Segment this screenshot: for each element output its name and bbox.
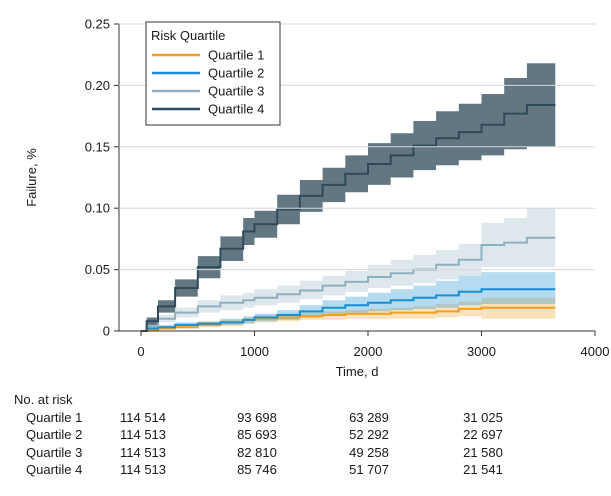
risk-value: 85 746 — [237, 462, 277, 477]
legend: Risk Quartile Quartile 1 Quartile 2 Quartil… — [145, 21, 281, 126]
x-tick-label: 1000 — [240, 344, 269, 359]
risk-row-label: Quartile 1 — [26, 409, 83, 425]
risk-value: 114 513 — [119, 444, 167, 460]
risk-value: 21 541 — [463, 462, 503, 477]
ci-band-2 — [141, 272, 556, 331]
failure-curve-chart: 0 0.05 0.10 0.15 0.20 0.25 0 1000 2000 3000 4000 Ti… — [24, 17, 610, 380]
series-lines — [141, 104, 556, 332]
risk-table-title: No. at risk — [14, 392, 73, 407]
risk-value: 114 513 — [119, 462, 167, 477]
ci-band-4 — [141, 63, 556, 332]
risk-row-label: Quartile 2 — [26, 427, 83, 442]
x-tick-label: 0 — [137, 344, 144, 359]
risk-value: 31 025 — [463, 409, 503, 425]
y-tick-label: 0.05 — [85, 262, 110, 277]
risk-value: 93 698 — [237, 409, 277, 425]
series-line-4 — [141, 104, 556, 332]
legend-title: Risk Quartile — [151, 28, 225, 43]
y-tick-label: 0.10 — [85, 201, 110, 216]
y-tick-label: 0.15 — [85, 139, 110, 154]
x-tick-label: 3000 — [467, 344, 496, 359]
number-at-risk-table: No. at risk Quartile 1 114 514 93 698 63… — [14, 391, 503, 479]
risk-value: 21 580 — [463, 444, 503, 460]
risk-row-label: Quartile 4 — [26, 462, 83, 477]
series-line-2 — [141, 288, 556, 332]
legend-label: Quartile 4 — [208, 102, 264, 117]
x-tick-label: 4000 — [581, 344, 610, 359]
y-tick-label: 0.25 — [85, 17, 110, 32]
risk-value: 82 810 — [237, 444, 277, 460]
risk-table-row: Quartile 4 114 513 85 746 51 707 21 541 — [14, 461, 503, 479]
series-line-3 — [141, 236, 556, 332]
risk-value: 85 693 — [237, 427, 277, 442]
legend-label: Quartile 2 — [208, 66, 264, 81]
risk-table-row: Quartile 2 114 513 85 693 52 292 22 697 — [14, 426, 503, 444]
risk-value: 114 513 — [119, 427, 167, 442]
legend-label: Quartile 1 — [208, 48, 264, 63]
risk-value: 22 697 — [463, 427, 503, 442]
risk-value: 63 289 — [349, 409, 389, 425]
risk-table-row: Quartile 3 114 513 82 810 49 258 21 580 — [14, 444, 503, 462]
legend-label: Quartile 3 — [208, 84, 264, 99]
risk-value: 52 292 — [349, 427, 389, 442]
x-axis-title: Time, d — [336, 364, 379, 379]
risk-table-row: Quartile 1 114 514 93 698 63 289 31 025 — [14, 409, 503, 427]
risk-value: 114 514 — [119, 409, 167, 425]
y-tick-label: 0.20 — [85, 78, 110, 93]
y-tick-label: 0 — [103, 324, 110, 339]
risk-value: 49 258 — [349, 444, 389, 460]
risk-value: 51 707 — [349, 462, 389, 477]
y-axis-title: Failure, % — [24, 148, 39, 207]
risk-row-label: Quartile 3 — [26, 444, 83, 460]
x-tick-label: 2000 — [354, 344, 383, 359]
